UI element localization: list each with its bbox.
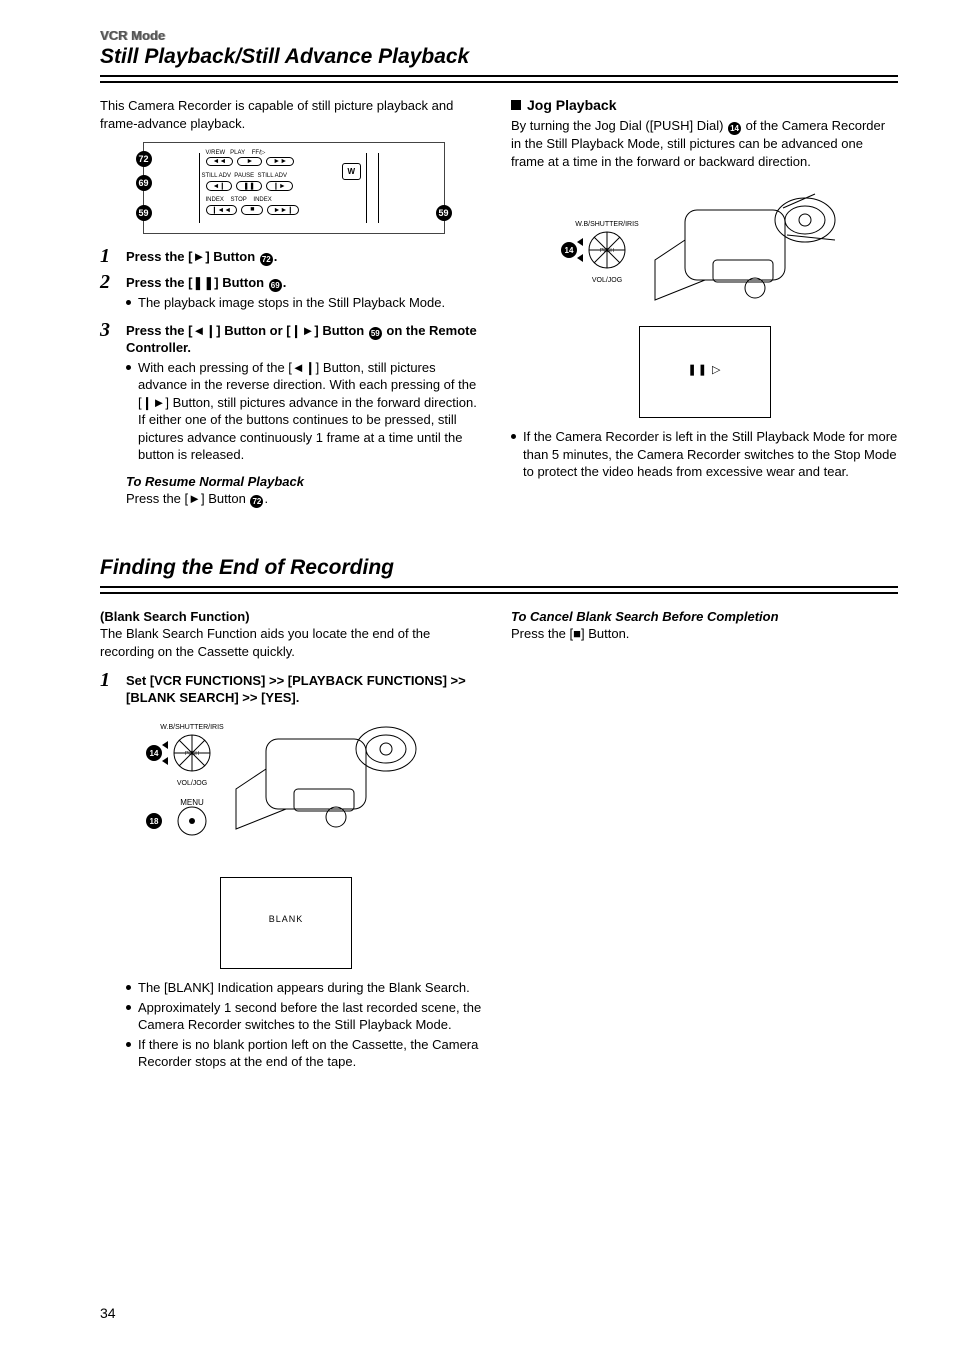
cancel-block: To Cancel Blank Search Before Completion… bbox=[511, 608, 898, 643]
osd-blank-text: BLANK bbox=[221, 914, 351, 924]
step-2-bullets: The playback image stops in the Still Pl… bbox=[100, 294, 487, 312]
section1-columns: This Camera Recorder is capable of still… bbox=[100, 97, 898, 508]
badge-icon: 72 bbox=[260, 253, 273, 266]
mode-label: VCR Mode bbox=[100, 28, 898, 43]
step-num-2: 2 bbox=[100, 272, 118, 292]
blank-search-illustration: W.B/SHUTTER/IRIS PUSH VOL/JOG 14 bbox=[126, 713, 446, 873]
step-3-bullets: With each pressing of the [◄❙] Button, s… bbox=[100, 359, 487, 464]
step-1-text: Press the [►] Button 72. bbox=[126, 246, 277, 266]
svg-text:W.B/SHUTTER/IRIS: W.B/SHUTTER/IRIS bbox=[160, 724, 224, 731]
resume-head: To Resume Normal Playback bbox=[126, 474, 487, 489]
list-item: If there is no blank portion left on the… bbox=[126, 1036, 487, 1071]
section2-left: (Blank Search Function) The Blank Search… bbox=[100, 608, 487, 1079]
remote-illustration: 72 69 59 59 V/REW PLAY FF/▷ ◄◄ ► ►► STIL… bbox=[143, 142, 445, 234]
step-1: 1 Press the [►] Button 72. bbox=[100, 246, 487, 266]
jog-bullets: If the Camera Recorder is left in the St… bbox=[511, 428, 898, 481]
badge-icon: 72 bbox=[250, 495, 263, 508]
step-2-text: Press the [❚❚] Button 69. bbox=[126, 272, 286, 292]
osd-jog-text: ❚❚ ▷ bbox=[640, 363, 770, 376]
section1-intro: This Camera Recorder is capable of still… bbox=[100, 97, 487, 132]
step-num-3: 3 bbox=[100, 320, 118, 357]
sec2-step-1: 1 Set [VCR FUNCTIONS] >> [PLAYBACK FUNCT… bbox=[100, 670, 487, 707]
step-3-text: Press the [◄❙] Button or [❙►] Button 59 … bbox=[126, 320, 487, 357]
section1-left: This Camera Recorder is capable of still… bbox=[100, 97, 487, 508]
badge-59l-icon: 59 bbox=[136, 205, 152, 221]
sec2-bullets: The [BLANK] Indication appears during th… bbox=[100, 979, 487, 1071]
section2-intro: (Blank Search Function) The Blank Search… bbox=[100, 608, 487, 661]
step-3: 3 Press the [◄❙] Button or [❙►] Button 5… bbox=[100, 320, 487, 357]
rule bbox=[100, 75, 898, 83]
list-item: The [BLANK] Indication appears during th… bbox=[126, 979, 487, 997]
badge-icon: 69 bbox=[269, 279, 282, 292]
camera-illustration: W.B/SHUTTER/IRIS PUSH VOL/JOG 14 bbox=[555, 180, 855, 320]
list-item: With each pressing of the [◄❙] Button, s… bbox=[126, 359, 487, 464]
svg-text:PUSH: PUSH bbox=[600, 248, 614, 254]
list-item: If the Camera Recorder is left in the St… bbox=[511, 428, 898, 481]
step-2: 2 Press the [❚❚] Button 69. bbox=[100, 272, 487, 292]
jog-head: Jog Playback bbox=[511, 97, 898, 113]
list-item: The playback image stops in the Still Pl… bbox=[126, 294, 487, 312]
svg-text:W.B/SHUTTER/IRIS: W.B/SHUTTER/IRIS bbox=[575, 221, 639, 228]
svg-text:PUSH: PUSH bbox=[185, 751, 199, 757]
svg-text:VOL/JOG: VOL/JOG bbox=[591, 277, 621, 284]
step-num-1: 1 bbox=[100, 246, 118, 266]
svg-text:14: 14 bbox=[564, 246, 573, 255]
svg-text:18: 18 bbox=[150, 817, 159, 826]
page: VCR Mode Still Playback/Still Advance Pl… bbox=[0, 0, 954, 1349]
section2-columns: (Blank Search Function) The Blank Search… bbox=[100, 608, 898, 1079]
svg-text:VOL/JOG: VOL/JOG bbox=[177, 780, 207, 787]
badge-69-icon: 69 bbox=[136, 175, 152, 191]
osd-blank: BLANK bbox=[220, 877, 352, 969]
svg-text:14: 14 bbox=[150, 749, 159, 758]
page-number: 34 bbox=[100, 1305, 116, 1321]
badge-59r-icon: 59 bbox=[436, 205, 452, 221]
jog-body: By turning the Jog Dial ([PUSH] Dial) 14… bbox=[511, 117, 898, 170]
badge-icon: 14 bbox=[728, 122, 741, 135]
section1-title: Still Playback/Still Advance Playback bbox=[100, 45, 898, 71]
section2-right: To Cancel Blank Search Before Completion… bbox=[511, 608, 898, 1079]
sec2-step-num-1: 1 bbox=[100, 670, 118, 707]
resume-body: Press the [►] Button 72. bbox=[126, 491, 487, 508]
section2-title: Finding the End of Recording bbox=[100, 556, 898, 582]
sec2-step-1-text: Set [VCR FUNCTIONS] >> [PLAYBACK FUNCTIO… bbox=[126, 670, 487, 707]
list-item: Approximately 1 second before the last r… bbox=[126, 999, 487, 1034]
osd-jog: ❚❚ ▷ bbox=[639, 326, 771, 418]
rule bbox=[100, 586, 898, 594]
badge-icon: 59 bbox=[369, 327, 382, 340]
svg-text:MENU: MENU bbox=[180, 798, 204, 807]
section1-right: Jog Playback By turning the Jog Dial ([P… bbox=[511, 97, 898, 508]
badge-72-icon: 72 bbox=[136, 151, 152, 167]
